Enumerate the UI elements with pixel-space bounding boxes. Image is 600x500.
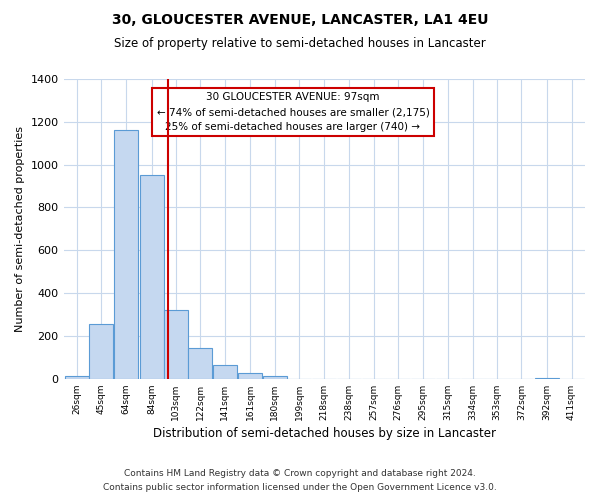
Bar — [89, 324, 113, 379]
Text: 30, GLOUCESTER AVENUE, LANCASTER, LA1 4EU: 30, GLOUCESTER AVENUE, LANCASTER, LA1 4E… — [112, 12, 488, 26]
X-axis label: Distribution of semi-detached houses by size in Lancaster: Distribution of semi-detached houses by … — [153, 427, 496, 440]
Bar — [535, 378, 559, 379]
Bar — [65, 376, 89, 379]
Y-axis label: Number of semi-detached properties: Number of semi-detached properties — [15, 126, 25, 332]
Bar — [188, 348, 212, 379]
Bar — [213, 365, 237, 379]
Bar — [263, 376, 287, 379]
Bar — [140, 176, 164, 379]
Bar — [238, 374, 262, 379]
Bar — [114, 130, 138, 379]
Bar — [164, 310, 188, 379]
Text: Contains public sector information licensed under the Open Government Licence v3: Contains public sector information licen… — [103, 484, 497, 492]
Text: 30 GLOUCESTER AVENUE: 97sqm
← 74% of semi-detached houses are smaller (2,175)
25: 30 GLOUCESTER AVENUE: 97sqm ← 74% of sem… — [157, 92, 430, 132]
Text: Contains HM Land Registry data © Crown copyright and database right 2024.: Contains HM Land Registry data © Crown c… — [124, 468, 476, 477]
Text: Size of property relative to semi-detached houses in Lancaster: Size of property relative to semi-detach… — [114, 38, 486, 51]
